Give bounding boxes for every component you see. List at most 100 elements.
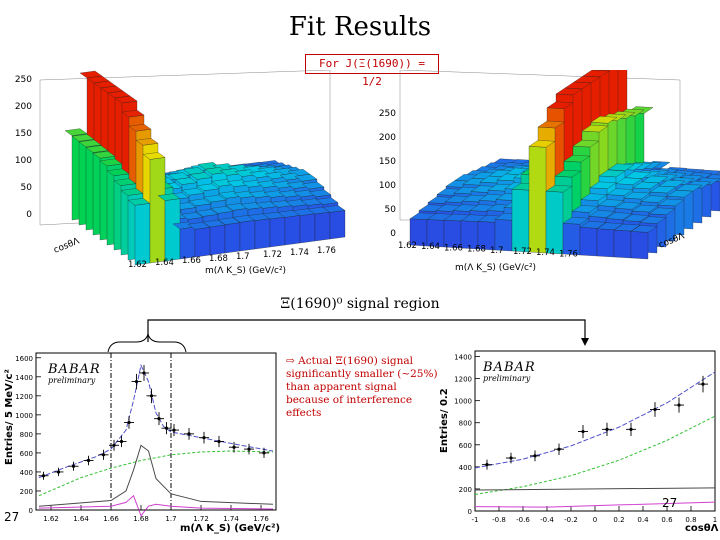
y-tick-label: 1200 <box>454 376 472 384</box>
lego-bar-top <box>120 188 144 196</box>
lego-bar-top <box>188 198 212 206</box>
x-tick-label: 1.62 <box>128 260 147 270</box>
lego-bar-top <box>189 172 213 180</box>
x-tick-label: 1.62 <box>398 241 417 251</box>
x-tick-label: 1.7 <box>165 515 176 523</box>
z-tick-label: 50 <box>385 205 397 215</box>
lego-bar-top <box>580 193 608 201</box>
lego-bar <box>194 227 211 258</box>
lego-bar-top <box>555 87 583 96</box>
lego-bar <box>329 210 346 240</box>
lego-bar-top <box>632 181 660 190</box>
x-tick-label: 1.66 <box>444 243 463 253</box>
data-point <box>509 456 513 460</box>
x-tick-label: 1.76 <box>559 249 578 259</box>
z-tick-label: 250 <box>379 109 396 119</box>
lego-bar <box>284 215 301 246</box>
lego-bar-top <box>226 179 250 187</box>
lego-bar-top <box>219 168 243 176</box>
lego-bar-top <box>217 217 241 225</box>
y-tick-label: 0 <box>29 507 33 515</box>
lego-bar <box>596 228 615 258</box>
lego-bar-top <box>85 145 109 153</box>
lego-bar <box>511 189 530 253</box>
lego-bar-top <box>606 188 634 196</box>
lego-bar-top <box>121 109 145 118</box>
y-tick-label: 400 <box>459 464 472 472</box>
x-tick-label: 1.74 <box>536 248 555 258</box>
x-tick-label: 1.66 <box>103 515 119 523</box>
lego-bar-top <box>92 151 116 159</box>
lego-bar-top <box>546 101 574 109</box>
lego-bar-top <box>78 139 102 148</box>
data-point <box>119 439 124 444</box>
mass-plot: 0 200 400 600 800 1000 1200 1400 1600 1.62 1.64 1.6… <box>4 352 280 534</box>
fit-curve-background <box>474 415 716 495</box>
z-ticks-right: 250 200 150 100 50 0 <box>379 109 396 239</box>
data-point <box>605 427 609 431</box>
lego-bar-top <box>232 215 256 223</box>
lego-bar-top <box>249 170 273 178</box>
lego-bar-top <box>563 154 591 163</box>
x-tick-label: 1.68 <box>467 245 486 255</box>
z-ticks-left: 250 200 150 100 50 0 <box>15 75 32 220</box>
lego-bar-top <box>128 124 152 132</box>
data-point <box>134 379 139 384</box>
x-tick-label: 1.74 <box>223 515 239 523</box>
fit-curve-signal <box>38 444 274 507</box>
lego-bar-top <box>294 174 318 182</box>
lego-bar-top <box>180 212 204 220</box>
lego-bar-top <box>99 158 123 167</box>
lego-bar-top <box>631 204 659 213</box>
babar-logo: BABAR <box>47 362 101 377</box>
y-tick-label: 1600 <box>15 355 33 363</box>
y-tick-label: 400 <box>20 469 33 477</box>
x-tick-label: 0.6 <box>661 516 673 524</box>
lego-bar-top <box>256 180 280 188</box>
x-tick-label: -1 <box>472 516 479 524</box>
y-tick-label: 0 <box>468 508 472 516</box>
lego-bar <box>613 229 632 259</box>
region-bracket <box>107 319 589 352</box>
lego-bar-top <box>308 189 332 197</box>
fit-condition-box: For J(Ξ(1690)) = 1/2 <box>305 54 439 88</box>
y-tick-label: 200 <box>459 486 472 494</box>
x-tick-label: 1 <box>713 516 717 524</box>
lego-bar-top <box>135 138 159 146</box>
data-point <box>71 464 76 468</box>
lego-bar-top <box>202 219 226 228</box>
lego-bar-top <box>588 210 616 218</box>
y-axis-label: Entries/ 5 MeV/c² <box>4 369 15 465</box>
lego-bar-top <box>537 120 565 129</box>
lego-bar-top <box>528 140 556 148</box>
data-point <box>149 394 154 398</box>
lego-bar-top <box>322 205 346 213</box>
lego-bar-top <box>622 214 650 222</box>
lego-bar-top <box>590 116 618 124</box>
lego-bar-top <box>106 168 130 176</box>
x-ticks-left: 1.62 1.64 1.66 1.68 1.7 1.72 1.74 1.76 <box>128 246 336 270</box>
page-number-left: 27 <box>4 510 20 524</box>
z-tick-label: 0 <box>26 210 32 220</box>
lego-bar-top <box>657 198 685 207</box>
lego-bars-right <box>409 70 720 260</box>
lego-bar-top <box>562 217 590 225</box>
x-label-right: m(Λ K_S) (GeV/c²) <box>455 263 536 273</box>
z-tick-label: 200 <box>379 133 396 143</box>
z-tick-label: 250 <box>15 75 32 85</box>
data-point <box>581 429 585 434</box>
x-tick-label: 1.74 <box>290 248 309 258</box>
lego-bar <box>314 211 331 242</box>
y-tick-label: 800 <box>459 420 472 428</box>
x-label-left: m(Λ K_S) (GeV/c²) <box>205 266 286 276</box>
data-point <box>172 428 176 432</box>
y-tick-label: 1200 <box>15 393 33 401</box>
lego-bar <box>164 198 181 262</box>
data-point <box>164 426 169 430</box>
x-tick-label: 0.2 <box>613 516 624 524</box>
lego-bar <box>179 226 196 260</box>
y-label-left: cosθΛ <box>52 236 81 256</box>
x-tick-label: 1.68 <box>133 515 149 523</box>
